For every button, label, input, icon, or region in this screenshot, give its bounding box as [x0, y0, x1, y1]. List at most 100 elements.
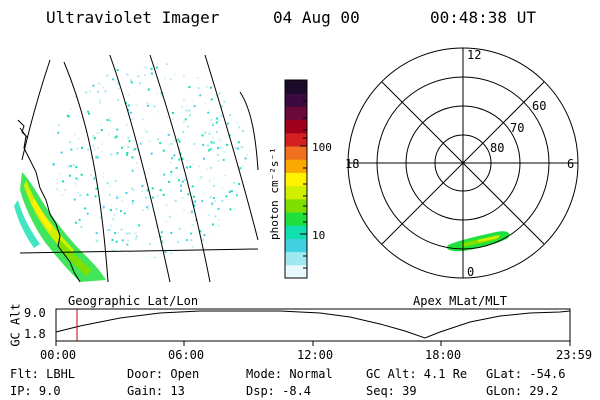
coastline — [19, 127, 81, 283]
noise-dot — [93, 249, 96, 252]
noise-dot — [76, 147, 79, 150]
noise-dot — [190, 210, 193, 213]
noise-dot — [235, 252, 238, 255]
coastline-2 — [17, 119, 29, 139]
noise-dot — [131, 202, 134, 205]
noise-dot — [159, 142, 162, 145]
mlt-label-6: 6 — [567, 157, 574, 171]
noise-dot — [59, 216, 62, 219]
noise-dot — [193, 205, 196, 207]
noise-dot — [233, 208, 236, 211]
noise-dot — [247, 66, 248, 69]
noise-dot — [171, 117, 174, 120]
noise-dot — [188, 109, 191, 112]
noise-dot — [113, 218, 116, 221]
noise-dot — [225, 245, 228, 248]
noise-dot — [206, 251, 209, 254]
colorbar-segment — [285, 212, 307, 226]
noise-dot — [116, 231, 119, 234]
noise-dot — [217, 159, 220, 162]
noise-dot — [126, 153, 129, 156]
noise-dot — [207, 111, 210, 114]
noise-dot — [178, 140, 181, 143]
noise-dot — [197, 87, 200, 90]
time-tick-1200: 12:00 — [297, 348, 334, 362]
noise-dot — [217, 218, 220, 221]
noise-dot — [210, 141, 213, 144]
noise-dot — [109, 242, 112, 244]
noise-dot — [161, 94, 164, 97]
noise-dot — [169, 161, 172, 164]
noise-dot — [131, 169, 134, 172]
noise-dot — [164, 77, 166, 80]
noise-dot — [108, 117, 111, 120]
noise-dot — [52, 163, 55, 166]
noise-dot — [213, 233, 216, 236]
noise-dot — [234, 228, 237, 231]
noise-dot — [64, 189, 67, 192]
noise-dot — [90, 173, 93, 176]
noise-dot — [113, 213, 116, 216]
noise-dot — [53, 121, 56, 124]
noise-dot — [64, 105, 67, 108]
noise-dot — [60, 217, 63, 220]
noise-dot — [131, 156, 134, 159]
noise-dot — [76, 62, 79, 65]
noise-dot — [129, 111, 132, 114]
noise-dot — [208, 133, 211, 136]
noise-dot — [232, 76, 234, 79]
noise-dot — [180, 189, 182, 192]
noise-dot — [214, 81, 217, 83]
noise-dot — [64, 224, 67, 227]
noise-dot — [81, 146, 83, 149]
noise-dot — [113, 249, 116, 252]
noise-dot — [181, 105, 183, 108]
colorbar-tick-100: 100 — [312, 141, 332, 154]
noise-dot — [127, 109, 130, 112]
door-info: Door: Open — [127, 367, 200, 381]
noise-dot — [214, 200, 217, 203]
noise-dot — [228, 134, 231, 137]
noise-dot — [197, 165, 200, 168]
colorbar-segment — [285, 119, 307, 134]
noise-dot — [131, 199, 134, 202]
noise-dot — [78, 137, 81, 140]
noise-dot — [115, 240, 118, 243]
noise-dot — [191, 63, 194, 66]
noise-dot — [114, 232, 116, 235]
noise-dot — [162, 149, 165, 152]
noise-dot — [74, 67, 77, 70]
noise-dot — [222, 158, 225, 161]
noise-dot — [117, 99, 120, 102]
noise-dot — [226, 143, 229, 146]
noise-dot — [207, 144, 210, 147]
colorbar-segment — [285, 225, 307, 239]
noise-dot — [194, 247, 197, 250]
noise-dot — [111, 249, 114, 252]
colorbar-segment — [285, 264, 307, 279]
noise-dot — [74, 219, 77, 222]
noise-dot — [68, 84, 70, 87]
noise-dot — [126, 123, 129, 126]
noise-dot — [147, 88, 150, 91]
noise-dot — [80, 173, 83, 176]
noise-dot — [233, 181, 236, 184]
noise-dot — [94, 195, 97, 198]
noise-dot — [83, 246, 86, 249]
noise-dot — [212, 197, 215, 200]
noise-dot — [121, 239, 124, 242]
noise-dot — [179, 184, 182, 187]
noise-dot — [209, 86, 212, 89]
time-tick-0600: 06:00 — [168, 348, 205, 362]
noise-dot — [218, 138, 221, 141]
noise-dot — [53, 117, 56, 120]
noise-dot — [236, 71, 239, 73]
noise-dot — [68, 165, 71, 168]
noise-dot — [141, 118, 144, 121]
noise-dot — [93, 138, 96, 141]
noise-dot — [182, 130, 184, 133]
noise-dot — [217, 207, 220, 210]
noise-dot — [232, 193, 235, 195]
noise-dot — [170, 173, 173, 176]
filter-info: Flt: LBHL — [10, 367, 76, 381]
